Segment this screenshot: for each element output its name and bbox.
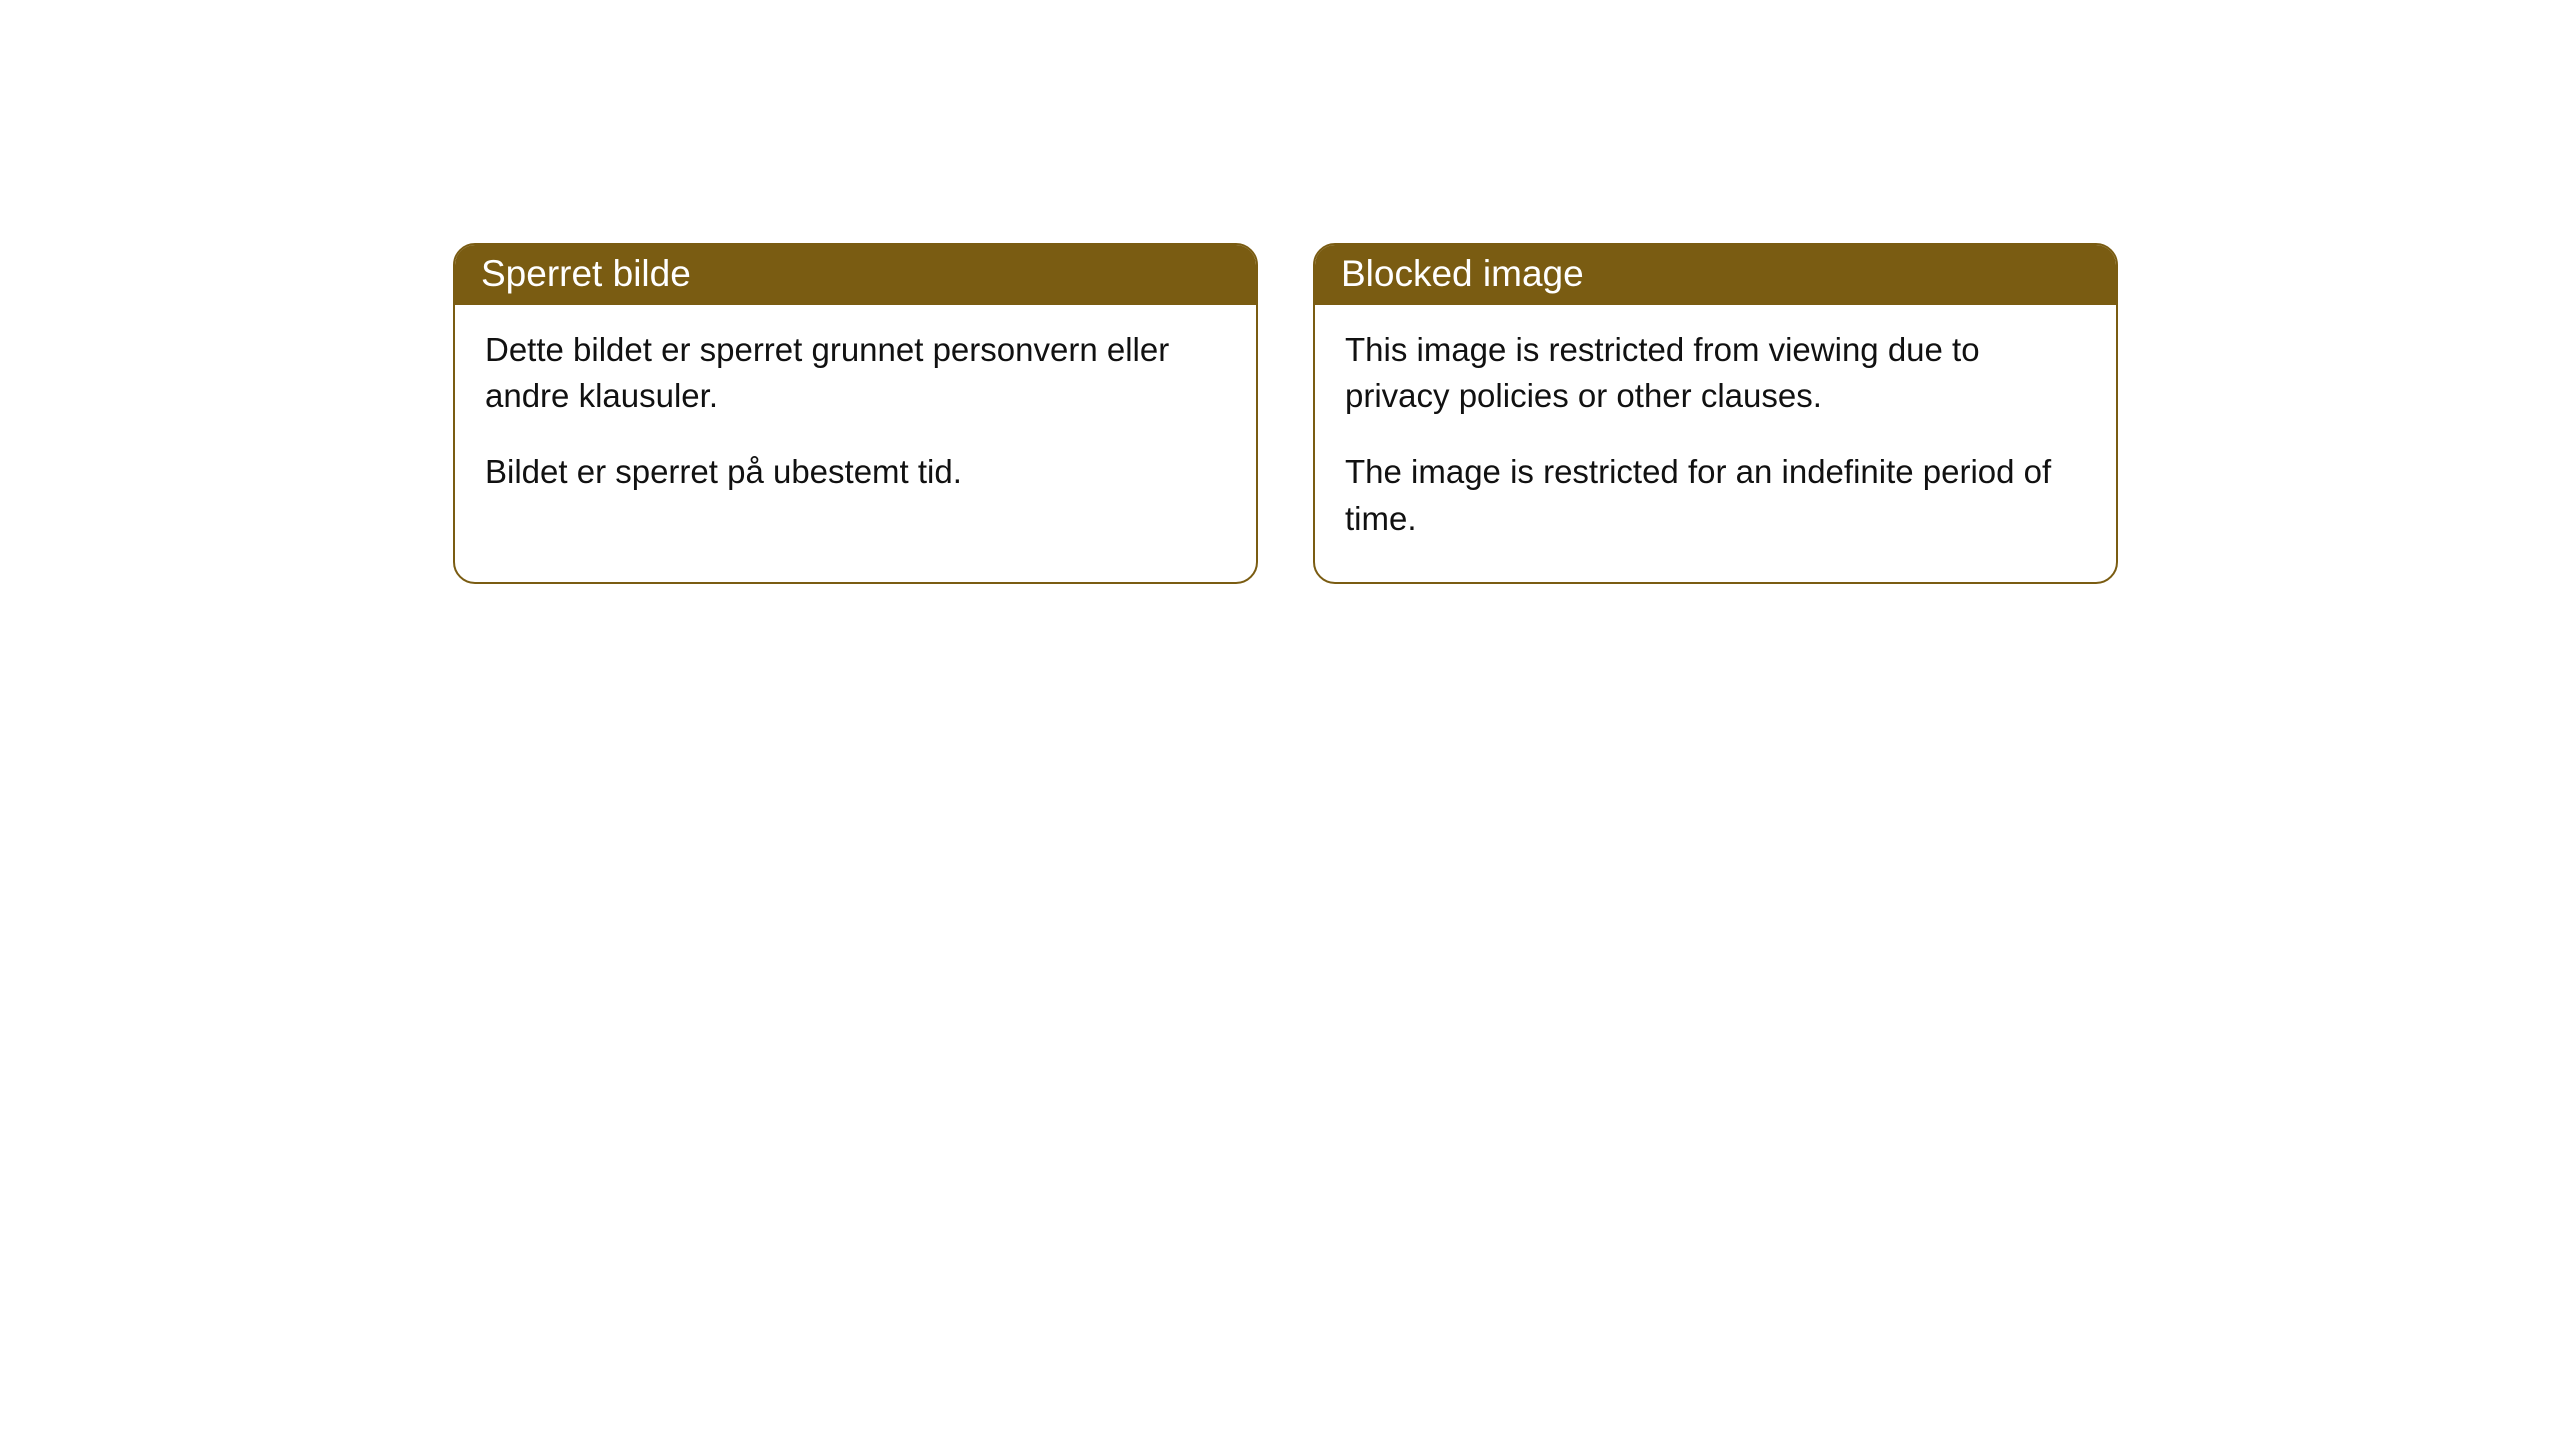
notice-card-norwegian: Sperret bilde Dette bildet er sperret gr… [453,243,1258,584]
card-body: Dette bildet er sperret grunnet personve… [455,305,1256,536]
card-paragraph: Dette bildet er sperret grunnet personve… [485,327,1226,419]
notice-card-english: Blocked image This image is restricted f… [1313,243,2118,584]
card-title: Blocked image [1341,253,1584,294]
card-header: Blocked image [1315,245,2116,305]
card-body: This image is restricted from viewing du… [1315,305,2116,582]
card-header: Sperret bilde [455,245,1256,305]
card-paragraph: The image is restricted for an indefinit… [1345,449,2086,541]
card-title: Sperret bilde [481,253,691,294]
notice-cards-container: Sperret bilde Dette bildet er sperret gr… [453,243,2118,584]
card-paragraph: This image is restricted from viewing du… [1345,327,2086,419]
card-paragraph: Bildet er sperret på ubestemt tid. [485,449,1226,495]
